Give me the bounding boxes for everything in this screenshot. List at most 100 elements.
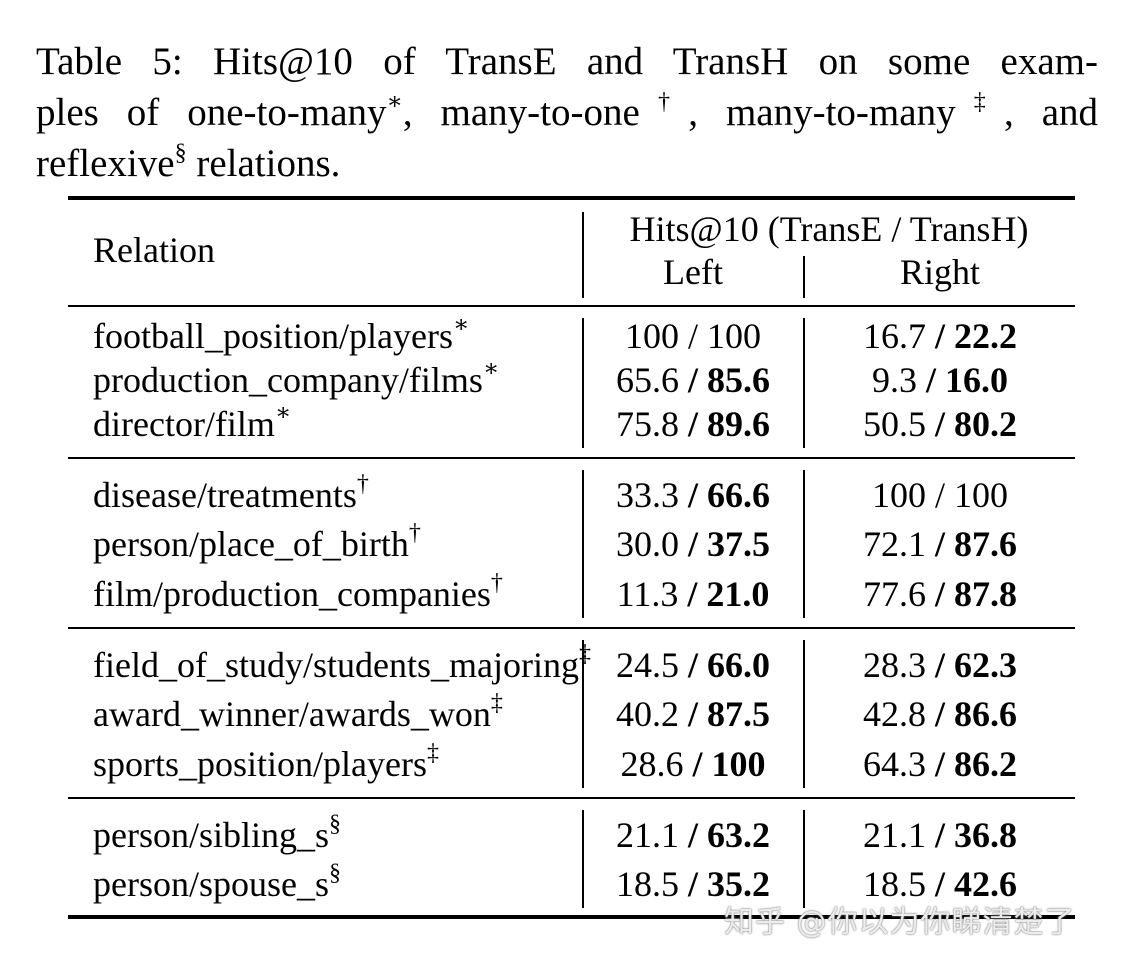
transe-value: 64.3 <box>862 744 926 784</box>
footnote-marker: ∗ <box>452 312 470 338</box>
transe-value: 18.5 <box>615 864 679 904</box>
table-row-relation: film/production_companies† <box>93 570 503 616</box>
relation-name: film/production_companies <box>93 574 491 614</box>
footnote-marker: ∗ <box>274 400 292 426</box>
table-row-relation: person/place_of_birth† <box>93 520 421 566</box>
relation-name: production_company/films <box>93 360 483 400</box>
table-row-right: 21.1 / 36.8 <box>805 813 1075 857</box>
vline-left-g3 <box>582 640 584 788</box>
table-row-relation: director/film∗ <box>93 400 292 446</box>
separator: / <box>925 574 954 614</box>
transe-value: 11.3 <box>616 574 679 614</box>
table-row-relation: production_company/films∗ <box>93 357 499 402</box>
header-right: Right <box>899 252 980 292</box>
table-row-right: 72.1 / 87.6 <box>805 522 1075 566</box>
relation-name: director/film <box>93 404 275 444</box>
transh-value: 35.2 <box>707 864 770 904</box>
transh-value: 63.2 <box>707 815 770 855</box>
caption-text: , many-to-many <box>688 91 956 134</box>
header-rule <box>68 305 1075 307</box>
transe-value: 77.6 <box>862 574 926 614</box>
transh-value: 62.3 <box>954 645 1017 685</box>
table-row-relation: person/spouse_s§ <box>93 860 341 906</box>
separator: / <box>678 404 707 444</box>
transe-value: 24.5 <box>615 645 679 685</box>
transe-value: 72.1 <box>862 524 926 564</box>
table-caption: Table 5: Hits@10 of TransE and TransH on… <box>36 36 1098 189</box>
table-row-right: 100 / 100 <box>805 473 1075 517</box>
table-row-left: 24.5 / 66.0 <box>583 643 803 687</box>
transe-value: 30.0 <box>615 524 679 564</box>
group-rule-3 <box>68 797 1075 799</box>
separator: / <box>678 694 707 734</box>
footnote-marker: † <box>356 471 369 497</box>
separator: / <box>678 360 707 400</box>
table-row-left: 30.0 / 37.5 <box>583 522 803 566</box>
separator: / <box>683 744 712 784</box>
transe-value: 40.2 <box>615 694 679 734</box>
vline-left-g2 <box>582 470 584 618</box>
group-rule-2 <box>68 627 1075 629</box>
header-left: Left <box>663 252 723 292</box>
transh-value: 16.0 <box>945 360 1008 400</box>
footnote-marker: † <box>490 570 503 596</box>
table-top-rule <box>68 196 1075 200</box>
transe-value: 42.8 <box>862 694 926 734</box>
vline-left-g1 <box>582 318 584 448</box>
table-row-left: 40.2 / 87.5 <box>583 692 803 736</box>
separator: / <box>925 316 954 356</box>
header-group: Hits@10 (TransE / TransH) <box>629 209 1029 249</box>
transh-value: 87.5 <box>707 694 770 734</box>
caption-text: , and <box>1004 91 1099 134</box>
header-vline-main <box>582 212 584 298</box>
caption-text: , many-to-one <box>402 91 640 134</box>
transh-value: 42.6 <box>954 864 1017 904</box>
table-row-right: 50.5 / 80.2 <box>805 402 1075 446</box>
table-row-right: 64.3 / 86.2 <box>805 742 1075 786</box>
separator: / <box>925 864 954 904</box>
separator: / <box>925 475 954 515</box>
footnote-marker: § <box>174 140 187 166</box>
transh-value: 21.0 <box>706 574 770 614</box>
table-row-relation: football_position/players∗ <box>93 312 470 358</box>
separator: / <box>925 404 954 444</box>
footnote-marker: ∗ <box>386 89 403 115</box>
separator: / <box>925 815 954 855</box>
transh-value: 87.6 <box>954 524 1017 564</box>
footnote-marker: § <box>329 860 341 886</box>
table-row-relation: disease/treatments† <box>93 471 369 517</box>
transe-value: 28.3 <box>862 645 926 685</box>
footnote-marker: ‡ <box>426 740 439 766</box>
separator: / <box>925 694 954 734</box>
transe-value: 65.6 <box>615 360 679 400</box>
transh-value: 66.6 <box>707 475 770 515</box>
group-rule-1 <box>68 457 1075 459</box>
footnote-marker: § <box>329 811 342 837</box>
relation-name: person/sibling_s <box>93 815 330 855</box>
vline-right-g3 <box>803 640 805 788</box>
transh-value: 86.2 <box>954 744 1017 784</box>
transe-value: 33.3 <box>615 475 679 515</box>
relation-name: disease/treatments <box>93 475 357 515</box>
table-row-left: 11.3 / 21.0 <box>583 572 803 616</box>
transh-value: 80.2 <box>954 404 1017 444</box>
transh-value: 100 <box>707 316 761 356</box>
table-row-right: 16.7 / 22.2 <box>805 314 1075 358</box>
transe-value: 18.5 <box>862 864 926 904</box>
table-row-relation: award_winner/awards_won‡ <box>93 691 503 736</box>
relation-name: award_winner/awards_won <box>93 694 491 734</box>
relation-name: sports_position/players <box>93 744 427 784</box>
footnote-marker: † <box>408 520 421 546</box>
transe-value: 100 <box>871 475 926 515</box>
table-row-left: 21.1 / 63.2 <box>583 813 803 857</box>
separator: / <box>678 864 707 904</box>
footnote-marker: † <box>639 89 689 115</box>
table-bottom-rule <box>68 915 1075 919</box>
table-row-relation: field_of_study/students_majoring‡ <box>93 642 591 687</box>
relation-name: field_of_study/students_majoring <box>93 645 579 685</box>
table-row-right: 18.5 / 42.6 <box>805 862 1075 906</box>
vline-left-g4 <box>582 810 584 908</box>
transh-value: 85.6 <box>707 360 770 400</box>
header-relation: Relation <box>93 230 215 270</box>
table-row-right: 9.3 / 16.0 <box>805 358 1075 402</box>
